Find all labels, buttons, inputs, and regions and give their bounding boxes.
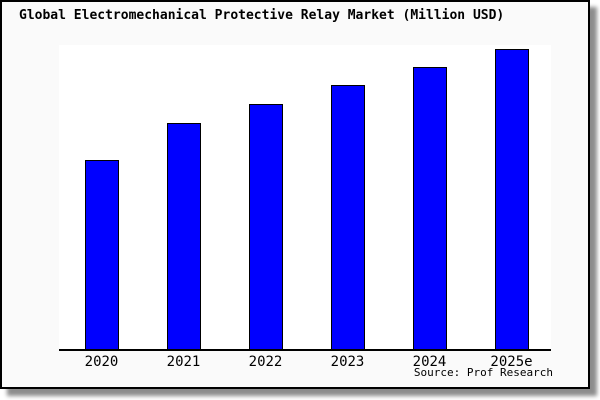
chart-title: Global Electromechanical Protective Rela… [19, 8, 505, 23]
source-note: Source: Prof Research [413, 366, 553, 379]
x-label-2024: 2024 [412, 354, 447, 370]
plot-area [59, 45, 551, 351]
bar-2021 [166, 123, 201, 349]
x-label-2020: 2020 [84, 354, 119, 370]
x-label-2023: 2023 [330, 354, 365, 370]
bar-2020 [84, 160, 119, 349]
bar-2023 [330, 85, 365, 349]
bar-2024 [412, 67, 447, 349]
x-label-2021: 2021 [166, 354, 201, 370]
chart-card: Global Electromechanical Protective Rela… [0, 0, 590, 389]
x-label-2022: 2022 [248, 354, 283, 370]
x-axis-labels: 2020 2021 2022 2023 2024 2025e [2, 354, 588, 370]
x-label-2025e: 2025e [490, 354, 533, 370]
bar-2022 [248, 104, 283, 349]
bar-2025e [494, 49, 529, 349]
